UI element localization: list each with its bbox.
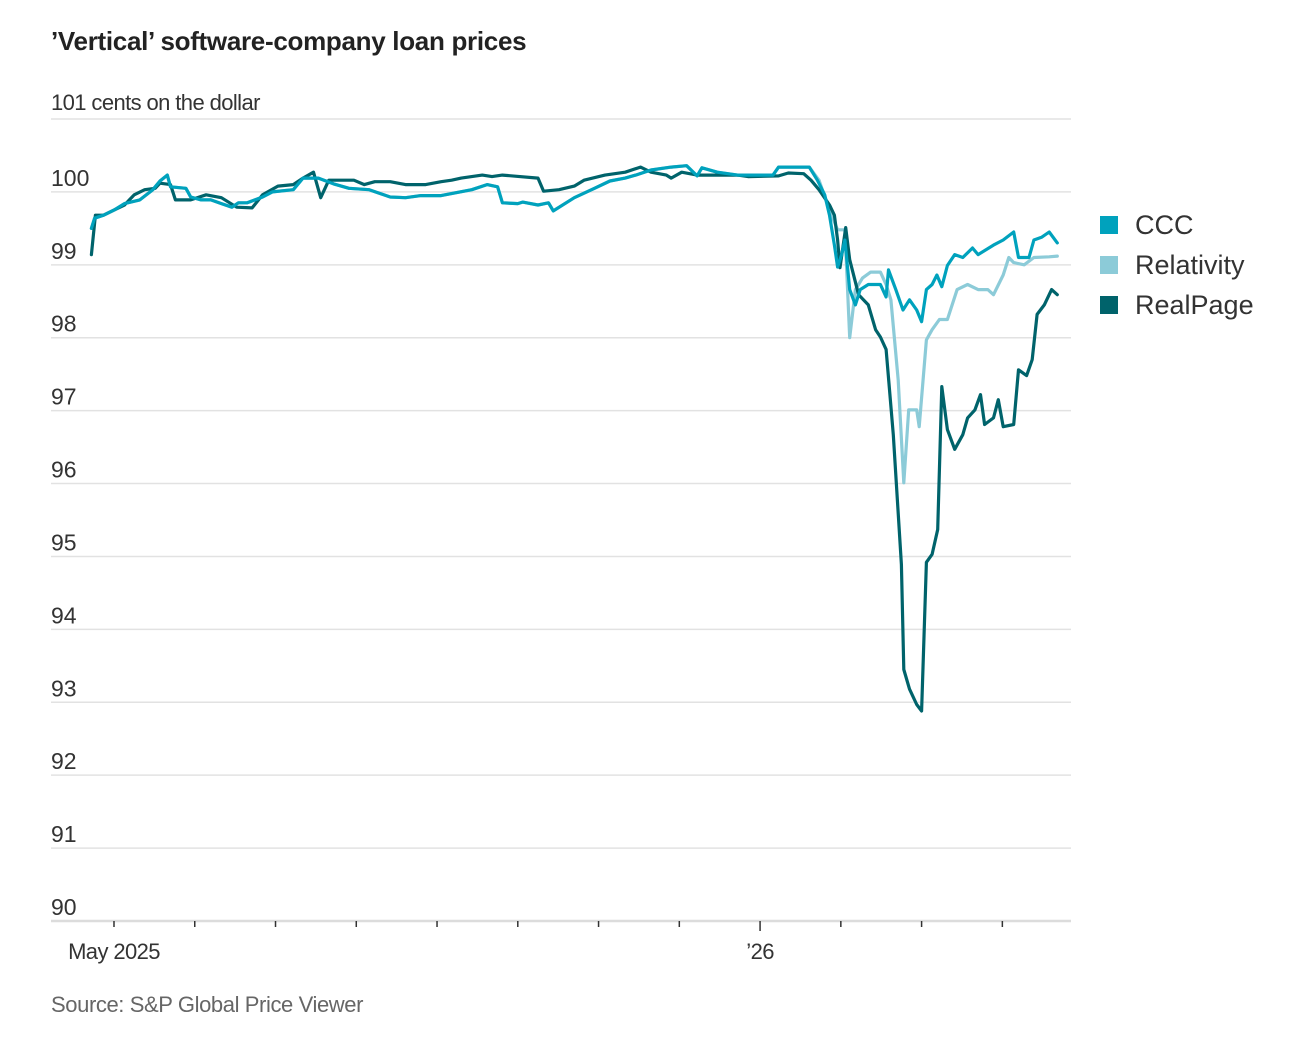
y-tick-label: 92 — [51, 748, 77, 774]
legend-label-relativity: Relativity — [1135, 249, 1245, 280]
y-tick-label: 95 — [51, 529, 77, 555]
series-line-ccc — [89, 164, 1059, 324]
y-tick-label: 98 — [51, 311, 77, 337]
y-tick-label: 97 — [51, 384, 77, 410]
legend: CCC Relativity RealPage — [1100, 205, 1254, 325]
legend-swatch-relativity — [1100, 256, 1118, 274]
series-lines — [89, 164, 1059, 713]
series-line-relativity — [89, 164, 1059, 485]
y-tick-label: 96 — [51, 457, 77, 483]
legend-label-ccc: CCC — [1135, 209, 1194, 240]
y-axis-unit-label: 101 cents on the dollar — [51, 90, 260, 115]
source-note: Source: S&P Global Price Viewer — [51, 992, 364, 1017]
gridlines — [51, 118, 1071, 923]
legend-swatch-realpage — [1100, 296, 1118, 314]
legend-item-ccc: CCC — [1100, 205, 1254, 245]
legend-item-realpage: RealPage — [1100, 285, 1254, 325]
y-tick-label: 90 — [51, 894, 77, 920]
x-tick-label: ’26 — [746, 939, 774, 964]
y-tick-label: 93 — [51, 675, 77, 701]
legend-swatch-ccc — [1100, 216, 1118, 234]
legend-label-realpage: RealPage — [1135, 289, 1254, 320]
y-axis-ticks: 100 99 98 97 96 95 94 93 92 91 90 — [51, 165, 89, 920]
x-axis: May 2025 ’26 — [68, 921, 1004, 964]
series-line-realpage — [89, 165, 1059, 713]
y-tick-label: 99 — [51, 238, 77, 264]
legend-item-relativity: Relativity — [1100, 245, 1254, 285]
y-tick-label: 100 — [51, 165, 89, 191]
chart-title: ’Vertical’ software-company loan prices — [51, 26, 527, 56]
x-tick-label: May 2025 — [68, 939, 160, 964]
y-tick-label: 91 — [51, 821, 77, 847]
y-tick-label: 94 — [51, 602, 77, 628]
